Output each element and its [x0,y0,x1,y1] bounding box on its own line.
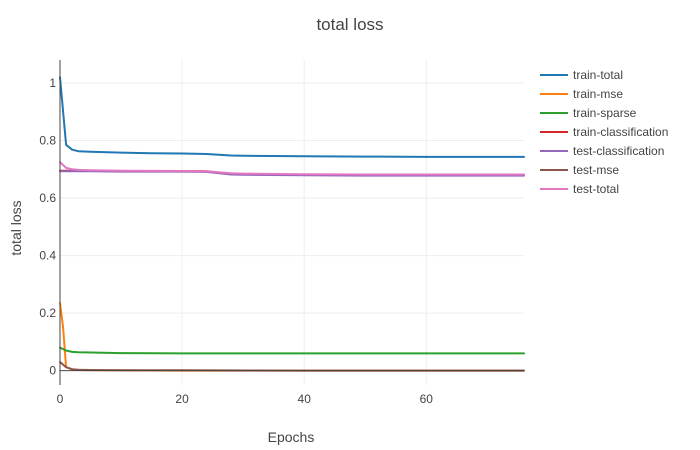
series-line-train-total [59,76,525,158]
x-tick-label: 0 [57,392,64,406]
legend-label-train-sparse: train-sparse [573,106,637,120]
legend-label-test-mse: test-mse [573,163,619,177]
y-tick-label: 0 [49,364,56,378]
gridlines [60,60,524,385]
chart-title: total loss [316,15,383,34]
y-tick-label: 0.6 [39,191,56,205]
series-line-test-total [59,161,525,176]
y-axis-title: total loss [8,200,24,255]
axes: 0 0.2 0.4 0.6 0.8 1 0 20 40 60 [39,60,524,406]
legend-label-test-total: test-total [573,182,619,196]
legend-label-test-classification: test-classification [573,144,664,158]
legend-label-train-classification: train-classification [573,125,668,139]
legend-label-train-mse: train-mse [573,87,623,101]
x-tick-label: 40 [298,392,312,406]
series-line-test-mse [59,361,525,372]
x-tick-label: 60 [420,392,434,406]
x-axis-title: Epochs [268,429,315,445]
y-tick-label: 0.2 [39,306,56,320]
y-tick-label: 0.4 [39,249,56,263]
series-line-train-sparse [59,346,525,355]
legend: train-total train-mse train-sparse train-cl… [540,68,668,196]
y-tick-label: 0.8 [39,134,56,148]
plot-area [59,76,525,372]
y-tick-label: 1 [49,76,56,90]
x-tick-label: 20 [175,392,189,406]
legend-label-train-total: train-total [573,68,623,82]
